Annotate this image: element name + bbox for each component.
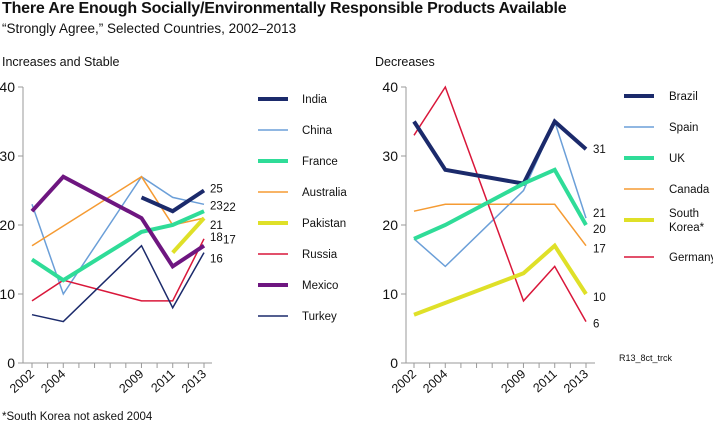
legend-label: UK <box>669 153 685 165</box>
chart-subtitle: “Strongly Agree,” Selected Countries, 20… <box>2 21 297 36</box>
legend-item: Spain <box>624 122 698 134</box>
legend-item: Mexico <box>258 280 338 292</box>
legend-item: Russia <box>258 249 338 261</box>
legend-item: India <box>258 94 328 106</box>
series-line-brazil <box>412 118 588 186</box>
y-tick-label: 0 <box>390 355 398 371</box>
legend-item: Australia <box>258 187 347 199</box>
legend-label: Mexico <box>302 280 338 292</box>
x-tick-label: 2013 <box>179 367 209 396</box>
end-value-label: 25 <box>210 184 223 196</box>
legend-label: Turkey <box>302 311 337 323</box>
legend-item: Brazil <box>624 91 698 103</box>
y-tick-label: 10 <box>0 286 15 302</box>
legend-item: UK <box>624 153 685 165</box>
x-tick-label: 2004 <box>38 367 68 396</box>
source-code: R13_8ct_trck <box>619 353 673 363</box>
x-tick-label: 2004 <box>420 367 450 396</box>
series-line-turkey <box>31 244 205 323</box>
chart-title: There Are Enough Socially/Environmentall… <box>2 0 567 17</box>
right-panel-title: Decreases <box>375 55 435 69</box>
end-value-label: 6 <box>593 319 599 331</box>
legend-item: Canada <box>624 184 710 196</box>
end-value-label: 22 <box>223 202 236 214</box>
y-tick-label: 30 <box>0 148 15 164</box>
x-tick-label: 2013 <box>561 367 591 396</box>
legend-item: Germany <box>624 252 713 264</box>
x-tick-label: 2009 <box>498 367 528 396</box>
end-value-label: 18 <box>210 232 223 244</box>
x-tick-label: 2011 <box>530 367 559 395</box>
legend-item: France <box>258 156 338 168</box>
legend-item: China <box>258 125 333 137</box>
legend-label: South <box>669 208 699 220</box>
right-chart: 0 10 20 30 40 2002 2004 2009 2011 2013 31 21 20 17 10 6… <box>382 79 713 396</box>
series-line-india <box>140 188 206 214</box>
series-line-south-korea <box>413 242 588 317</box>
legend-label: India <box>302 94 328 106</box>
series-line-uk <box>413 167 588 241</box>
end-value-label: 21 <box>210 220 223 232</box>
y-tick-label: 20 <box>0 217 15 233</box>
end-value-label: 16 <box>210 254 223 266</box>
legend-label: China <box>302 125 333 137</box>
legend-label: Pakistan <box>302 218 346 230</box>
legend-label: Korea* <box>669 222 705 234</box>
y-tick-label: 0 <box>7 355 15 371</box>
y-tick-label: 30 <box>382 148 398 164</box>
end-value-label: 20 <box>593 224 606 236</box>
y-tick-label: 20 <box>382 217 398 233</box>
legend-label: Australia <box>302 187 347 199</box>
end-value-label: 17 <box>223 235 236 247</box>
y-tick-label: 40 <box>382 79 398 95</box>
series-line-russia <box>31 238 205 302</box>
y-tick-label: 40 <box>0 79 15 95</box>
legend-item: Pakistan <box>258 218 346 230</box>
series-line-germany <box>413 85 587 322</box>
legend-label: Russia <box>302 249 338 261</box>
legend-label: France <box>302 156 338 168</box>
footnote: *South Korea not asked 2004 <box>2 411 153 423</box>
legend-label: Canada <box>669 184 710 196</box>
legend-label: Brazil <box>669 91 698 103</box>
series-line-france <box>30 209 205 283</box>
end-value-label: 21 <box>593 208 606 220</box>
x-tick-label: 2002 <box>389 367 419 396</box>
left-panel-title: Increases and Stable <box>2 55 120 69</box>
x-tick-label: 2009 <box>116 367 146 396</box>
legend-label: Spain <box>669 122 698 134</box>
legend-item: South Korea* <box>624 208 705 234</box>
y-tick-label: 10 <box>382 286 398 302</box>
x-tick-label: 2011 <box>148 367 177 395</box>
legend-label: Germany <box>669 252 713 264</box>
series-line-pakistan <box>171 216 206 254</box>
series-line-spain <box>413 119 587 268</box>
end-value-label: 10 <box>593 292 606 304</box>
legend-item: Turkey <box>258 311 337 323</box>
series-line-canada <box>413 203 587 247</box>
x-tick-label: 2002 <box>7 367 37 396</box>
series-line-mexico <box>30 174 206 270</box>
end-value-label: 17 <box>593 244 606 256</box>
end-value-label: 23 <box>210 200 223 212</box>
series-line-australia <box>31 175 205 247</box>
end-value-label: 31 <box>593 144 606 156</box>
